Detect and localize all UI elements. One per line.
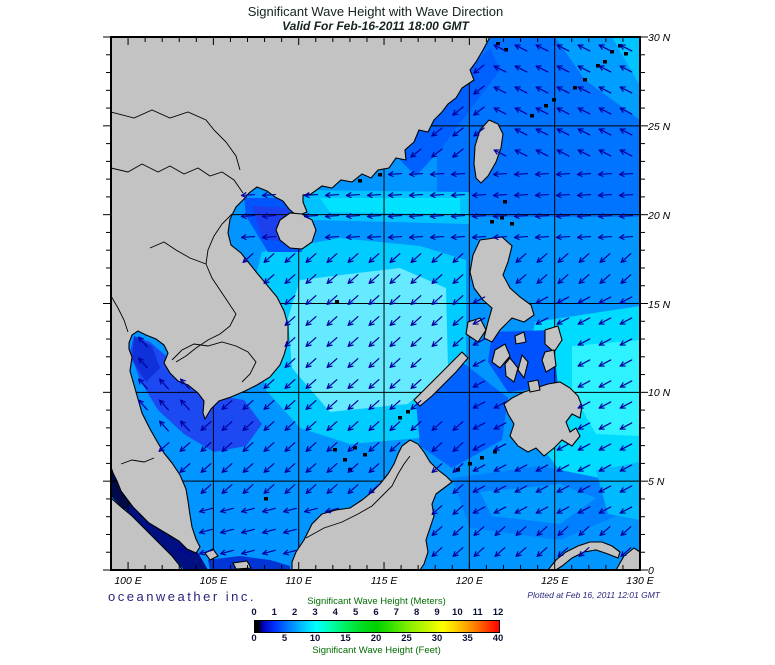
meters-ticks-9: 9 (434, 607, 440, 618)
feet-ticks-15: 15 (340, 633, 351, 644)
meters-ticks-3: 3 (312, 607, 318, 618)
degree-tick-marks (103, 36, 648, 571)
lat-label-0: 0 (648, 565, 654, 577)
meters-ticks-8: 8 (414, 607, 420, 618)
feet-ticks-35: 35 (462, 633, 473, 644)
map-title: Significant Wave Height with Wave Direct… (247, 4, 504, 19)
lat-label-25: 25 N (648, 120, 671, 133)
lat-label-15: 15 N (648, 298, 671, 311)
feet-ticks-20: 20 (370, 633, 382, 644)
legend-title-feet: Significant Wave Height (Feet) (312, 645, 441, 656)
meters-ticks-4: 4 (332, 607, 338, 618)
feet-ticks-5: 5 (281, 633, 288, 644)
lat-label-5: 5 N (648, 476, 665, 489)
meters-ticks-7: 7 (393, 607, 399, 618)
meters-ticks-6: 6 (373, 607, 379, 618)
meters-ticks-10: 10 (452, 607, 463, 618)
lon-label-120: 120 E (455, 575, 484, 587)
lat-label-30: 30 N (648, 32, 671, 44)
map-valid-time: Valid For Feb-16-2011 18:00 GMT (282, 19, 469, 33)
lon-label-100: 100 E (114, 575, 142, 587)
feet-ticks-25: 25 (401, 633, 412, 644)
country-borders-layer (111, 109, 411, 539)
meters-ticks-5: 5 (353, 607, 359, 618)
meters-ticks-12: 12 (492, 607, 504, 618)
lon-label-125: 125 E (540, 575, 569, 587)
meters-ticks-2: 2 (292, 607, 298, 618)
small-islands-layer (264, 42, 628, 501)
meters-ticks-11: 11 (472, 607, 483, 618)
feet-ticks-0: 0 (251, 633, 257, 644)
lat-label-20: 20 N (648, 209, 671, 222)
feet-ticks-10: 10 (309, 633, 321, 644)
landmass-layer (111, 37, 640, 570)
meters-ticks-0: 0 (251, 607, 257, 618)
feet-ticks-30: 30 (431, 633, 443, 644)
legend-title-meters: Significant Wave Height (Meters) (307, 596, 446, 607)
lon-label-110: 110 E (285, 575, 313, 587)
plotted-timestamp: Plotted at Feb 16, 2011 12:01 GMT (527, 590, 660, 600)
wave-height-colorbar (254, 620, 500, 633)
oceanweather-logo-text: oceanweather inc. (108, 589, 257, 604)
lon-label-105: 105 E (199, 575, 228, 587)
meters-ticks-1: 1 (271, 607, 277, 618)
lon-label-130: 130 E (626, 575, 654, 587)
lat-label-10: 10 N (648, 387, 671, 400)
lon-label-115: 115 E (370, 575, 398, 587)
feet-ticks-40: 40 (492, 633, 504, 644)
wave-direction-arrows (138, 44, 634, 557)
